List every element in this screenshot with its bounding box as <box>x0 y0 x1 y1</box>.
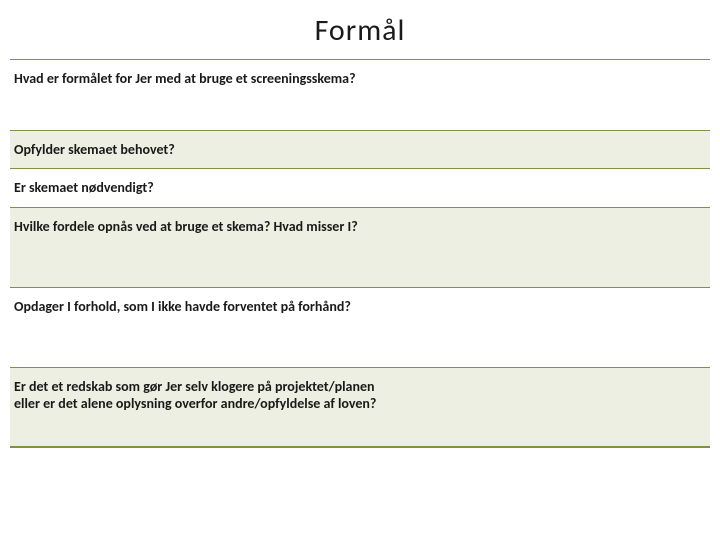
answer-cell <box>388 169 710 208</box>
answer-cell <box>388 287 710 367</box>
question-cell: Er skemaet nødvendigt? <box>10 169 388 208</box>
question-cell: Opfylder skemaet behovet? <box>10 130 388 169</box>
question-cell: Opdager I forhold, som I ikke havde forv… <box>10 287 388 367</box>
table-row: Hvad er formålet for Jer med at bruge et… <box>10 60 710 130</box>
slide: Formål Hvad er formålet for Jer med at b… <box>0 0 720 540</box>
page-title: Formål <box>10 8 710 60</box>
table-row: Er skemaet nødvendigt? <box>10 169 710 208</box>
table-row: Er det et redskab som gør Jer selv kloge… <box>10 367 710 447</box>
answer-cell <box>388 60 710 130</box>
answer-cell <box>388 367 710 447</box>
question-cell: Hvilke fordele opnås ved at bruge et ske… <box>10 207 388 287</box>
table-row: Opfylder skemaet behovet? <box>10 130 710 169</box>
question-cell: Hvad er formålet for Jer med at bruge et… <box>10 60 388 130</box>
question-table: Hvad er formålet for Jer med at bruge et… <box>10 60 710 448</box>
table-row: Opdager I forhold, som I ikke havde forv… <box>10 287 710 367</box>
answer-cell <box>388 130 710 169</box>
table-row: Hvilke fordele opnås ved at bruge et ske… <box>10 207 710 287</box>
answer-cell <box>388 207 710 287</box>
question-cell: Er det et redskab som gør Jer selv kloge… <box>10 367 388 447</box>
